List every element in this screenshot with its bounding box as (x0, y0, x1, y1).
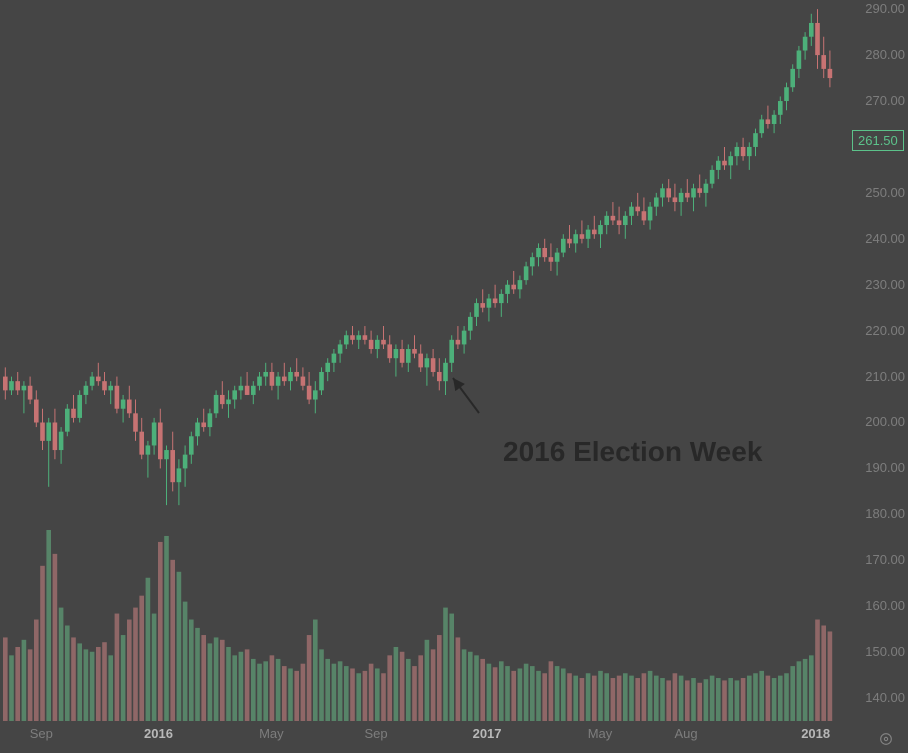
yaxis-tick-label: 150.00 (855, 645, 905, 658)
yaxis-tick-label: 180.00 (855, 507, 905, 520)
xaxis-tick-label: May (588, 727, 613, 740)
annotation-text-content: 2016 Election Week (503, 436, 762, 467)
yaxis-tick-label: 170.00 (855, 553, 905, 566)
current-price-tag: 261.50 (852, 130, 904, 151)
yaxis-tick-label: 190.00 (855, 461, 905, 474)
candlestick-chart[interactable] (0, 0, 908, 753)
xaxis-tick-label: 2017 (473, 727, 502, 740)
xaxis-tick-label: May (259, 727, 284, 740)
xaxis-tick-label: 2018 (801, 727, 830, 740)
xaxis-tick-label: Sep (30, 727, 53, 740)
yaxis-tick-label: 220.00 (855, 324, 905, 337)
xaxis-tick-label: 2016 (144, 727, 173, 740)
yaxis-tick-label: 250.00 (855, 186, 905, 199)
yaxis-tick-label: 140.00 (855, 691, 905, 704)
yaxis-tick-label: 280.00 (855, 48, 905, 61)
yaxis-tick-label: 160.00 (855, 599, 905, 612)
yaxis-tick-label: 230.00 (855, 278, 905, 291)
yaxis-tick-label: 200.00 (855, 415, 905, 428)
annotation-election-week: 2016 Election Week (503, 436, 762, 468)
gear-icon[interactable] (878, 731, 894, 747)
xaxis-tick-label: Aug (675, 727, 698, 740)
yaxis-tick-label: 290.00 (855, 2, 905, 15)
current-price-value: 261.50 (858, 133, 898, 148)
yaxis-tick-label: 270.00 (855, 94, 905, 107)
xaxis-tick-label: Sep (365, 727, 388, 740)
yaxis-tick-label: 210.00 (855, 370, 905, 383)
yaxis-tick-label: 240.00 (855, 232, 905, 245)
